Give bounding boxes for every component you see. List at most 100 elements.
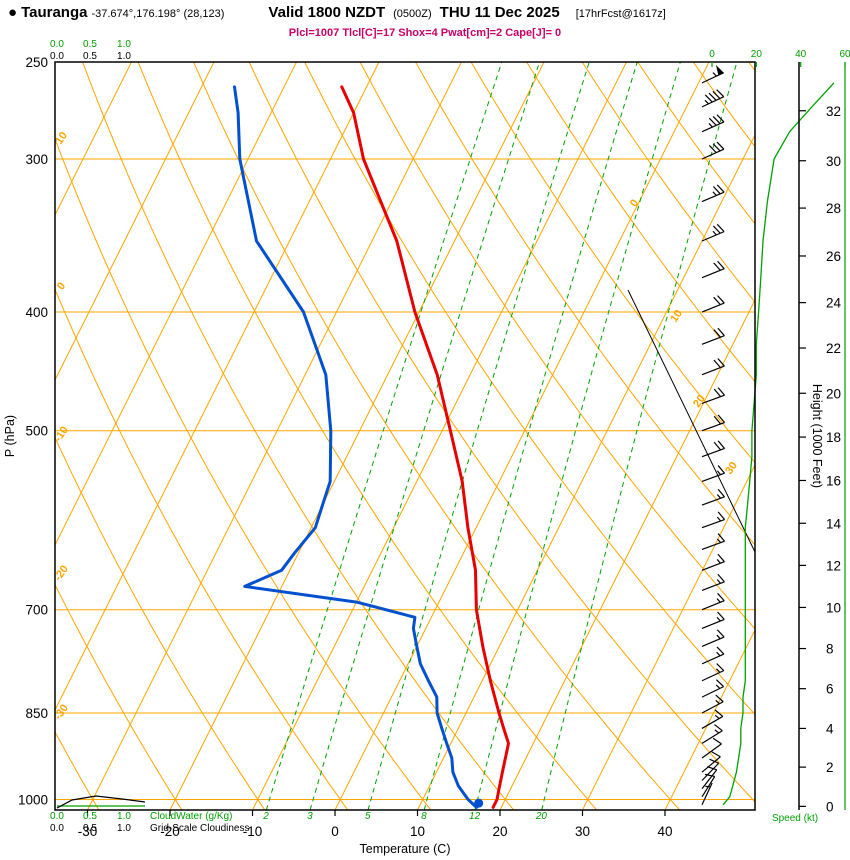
mixing-ratio-label: 20 [535, 811, 548, 822]
height-tick-label: 22 [826, 341, 841, 356]
dry-adiabat-line [55, 583, 183, 810]
dry-adiabat-line [55, 436, 266, 810]
dry-adiabat-line [359, 62, 755, 630]
dry-adiabat-line [55, 730, 100, 810]
isotherm-line [252, 62, 627, 810]
isotherm-label: 10 [668, 308, 685, 325]
isotherm-line [417, 133, 755, 810]
dry-adiabat-line [470, 62, 755, 464]
adiabat-label: 0 [55, 280, 68, 292]
height-tick-label: 32 [826, 104, 841, 119]
cloud-scale-label: 1.0 [117, 823, 131, 834]
isotherm-line [55, 62, 132, 217]
temp-tick-label: 0 [331, 824, 339, 839]
cloud-scale-label: 0.0 [50, 811, 64, 822]
cloud-scale-label: 0.5 [83, 811, 97, 822]
temp-tick-label: -10 [243, 824, 263, 839]
dry-adiabat-line [137, 62, 598, 810]
dry-adiabat-line [82, 62, 515, 810]
speed-tick-label: 0 [709, 49, 715, 60]
cloud-scale-label: 0.5 [83, 39, 97, 50]
isotherm-label: 0 [628, 197, 641, 209]
height-tick-label: 2 [826, 760, 834, 775]
pressure-tick-label: 250 [25, 55, 48, 70]
temp-tick-label: 10 [410, 824, 425, 839]
cloudiness-trace [56, 795, 146, 809]
cloud-scale-label: 0.5 [83, 51, 97, 62]
pressure-tick-label: 1000 [18, 792, 48, 807]
cloud-scale-label: 0.0 [50, 823, 64, 834]
speed-tick-label: 40 [795, 49, 807, 60]
temp-tick-label: 30 [575, 824, 590, 839]
station-coords: -37.674°,176.198° (28,123) [91, 8, 225, 20]
dry-adiabat-line [193, 62, 681, 810]
height-tick-label: 0 [826, 799, 834, 814]
chart-header: ● Tauranga -37.674°,176.198° (28,123) Va… [8, 4, 850, 21]
mixing-ratio-line [423, 62, 638, 810]
temperature-axis: -30 -20 -10 0 10 20 30 40 Temperature (C) [78, 810, 673, 856]
adiabat-label: 10 [53, 130, 70, 147]
plot-frame [54, 61, 756, 811]
isotherm-line [55, 62, 297, 547]
height-tick-label: 8 [826, 642, 834, 657]
dry-adiabat-line [55, 288, 349, 810]
speed-tick-label: 60 [839, 49, 850, 60]
speed-tick-label: 20 [751, 49, 763, 60]
temp-tick-label: 40 [657, 824, 672, 839]
valid-time: Valid 1800 NZDT [268, 4, 386, 21]
dry-adiabat-line [526, 62, 755, 383]
wind-speed-curve [722, 82, 835, 806]
mixing-ratio-line [367, 62, 590, 810]
valid-utc: (0500Z) [393, 8, 432, 20]
cloudwater-legend: CloudWater (g/Kg) [150, 811, 232, 822]
pressure-axis-title: P (hPa) [3, 415, 17, 457]
isotherm-line [582, 463, 755, 810]
height-tick-label: 18 [826, 430, 841, 445]
isotherm-line [334, 62, 710, 810]
dry-adiabat-line [248, 62, 755, 803]
temperature-axis-title: Temperature (C) [360, 842, 451, 856]
dewpoint-curve [233, 85, 479, 809]
cloud-scale-label: 0.5 [83, 823, 97, 834]
isotherm-line [664, 628, 755, 810]
cloud-scale-label: 1.0 [117, 39, 131, 50]
temp-tick-label: -30 [78, 824, 98, 839]
mixing-ratio-label: 8 [421, 811, 427, 822]
height-axis-title: Height (1000 Feet) [810, 384, 824, 488]
height-tick-label: 12 [826, 558, 841, 573]
height-tick-label: 14 [826, 516, 842, 531]
temperature-curve [340, 85, 510, 809]
mixing-ratio-label: 5 [365, 811, 371, 822]
isotherm-line [499, 298, 755, 810]
height-tick-label: 16 [826, 473, 841, 488]
height-tick-label: 10 [826, 600, 841, 615]
grid-lines [55, 62, 755, 810]
mixing-ratio-line [474, 62, 681, 810]
height-tick-label: 26 [826, 249, 841, 264]
height-tick-label: 24 [826, 296, 842, 311]
height-tick-label: 28 [826, 201, 841, 216]
isotherm-label: 20 [691, 393, 708, 410]
mixing-ratio-label: 2 [262, 811, 269, 822]
isotherm-line [169, 62, 545, 810]
station-marker-icon: ● [8, 4, 18, 21]
isotherm-line [55, 62, 380, 712]
isotherm-line [55, 62, 215, 382]
parcel-params: Plcl=1007 Tlcl[C]=17 Shox=4 Pwat[cm]=2 C… [288, 27, 562, 39]
mixing-ratio-line [309, 62, 540, 810]
isotherm-label: 30 [723, 460, 740, 477]
pressure-tick-label: 850 [25, 706, 48, 721]
cloud-scale-label: 0.0 [50, 51, 64, 62]
wind-barbs [701, 64, 726, 806]
temp-tick-label: 20 [492, 824, 507, 839]
pressure-tick-label: 400 [25, 305, 48, 320]
height-tick-label: 4 [826, 721, 834, 736]
dry-adiabat-line [415, 62, 755, 546]
label-diagonal-line [627, 289, 755, 553]
mixing-ratio-label: 12 [469, 811, 481, 822]
forecast-info: [17hrFcst@1617z] [575, 8, 666, 20]
